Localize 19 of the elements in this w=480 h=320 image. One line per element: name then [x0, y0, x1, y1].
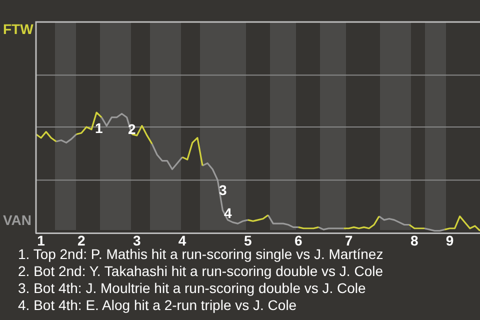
- x-tick-label: 9: [446, 232, 454, 248]
- annotation: 4: [224, 205, 232, 221]
- text: 3. Bot 4th: J. Moultrie hit a run-scoring double vs J. Cole: [18, 280, 367, 297]
- annotation: 2: [128, 121, 136, 137]
- x-tick-label: 2: [78, 232, 86, 248]
- annotation: 1: [95, 120, 103, 136]
- text: 4. Bot 4th: E. Alog hit a 2-run triple vs J. Cole: [18, 297, 298, 314]
- text: FTW: [3, 21, 34, 37]
- text: VAN: [3, 212, 32, 228]
- x-tick-label: 8: [410, 232, 419, 248]
- x-tick-label: 6: [294, 232, 302, 248]
- x-tick-label: 5: [244, 232, 252, 248]
- text: 1. Top 2nd: P. Mathis hit a run-scoring single vs J. Martínez: [18, 246, 384, 263]
- annotation: 3: [219, 182, 227, 198]
- x-tick-label: 1: [37, 232, 46, 248]
- x-tick-label: 4: [178, 232, 186, 248]
- text: 2. Bot 2nd: Y. Takahashi hit a run-scoring double vs J. Cole: [18, 263, 384, 280]
- x-tick-label: 3: [133, 232, 142, 248]
- x-tick-label: 7: [344, 232, 353, 248]
